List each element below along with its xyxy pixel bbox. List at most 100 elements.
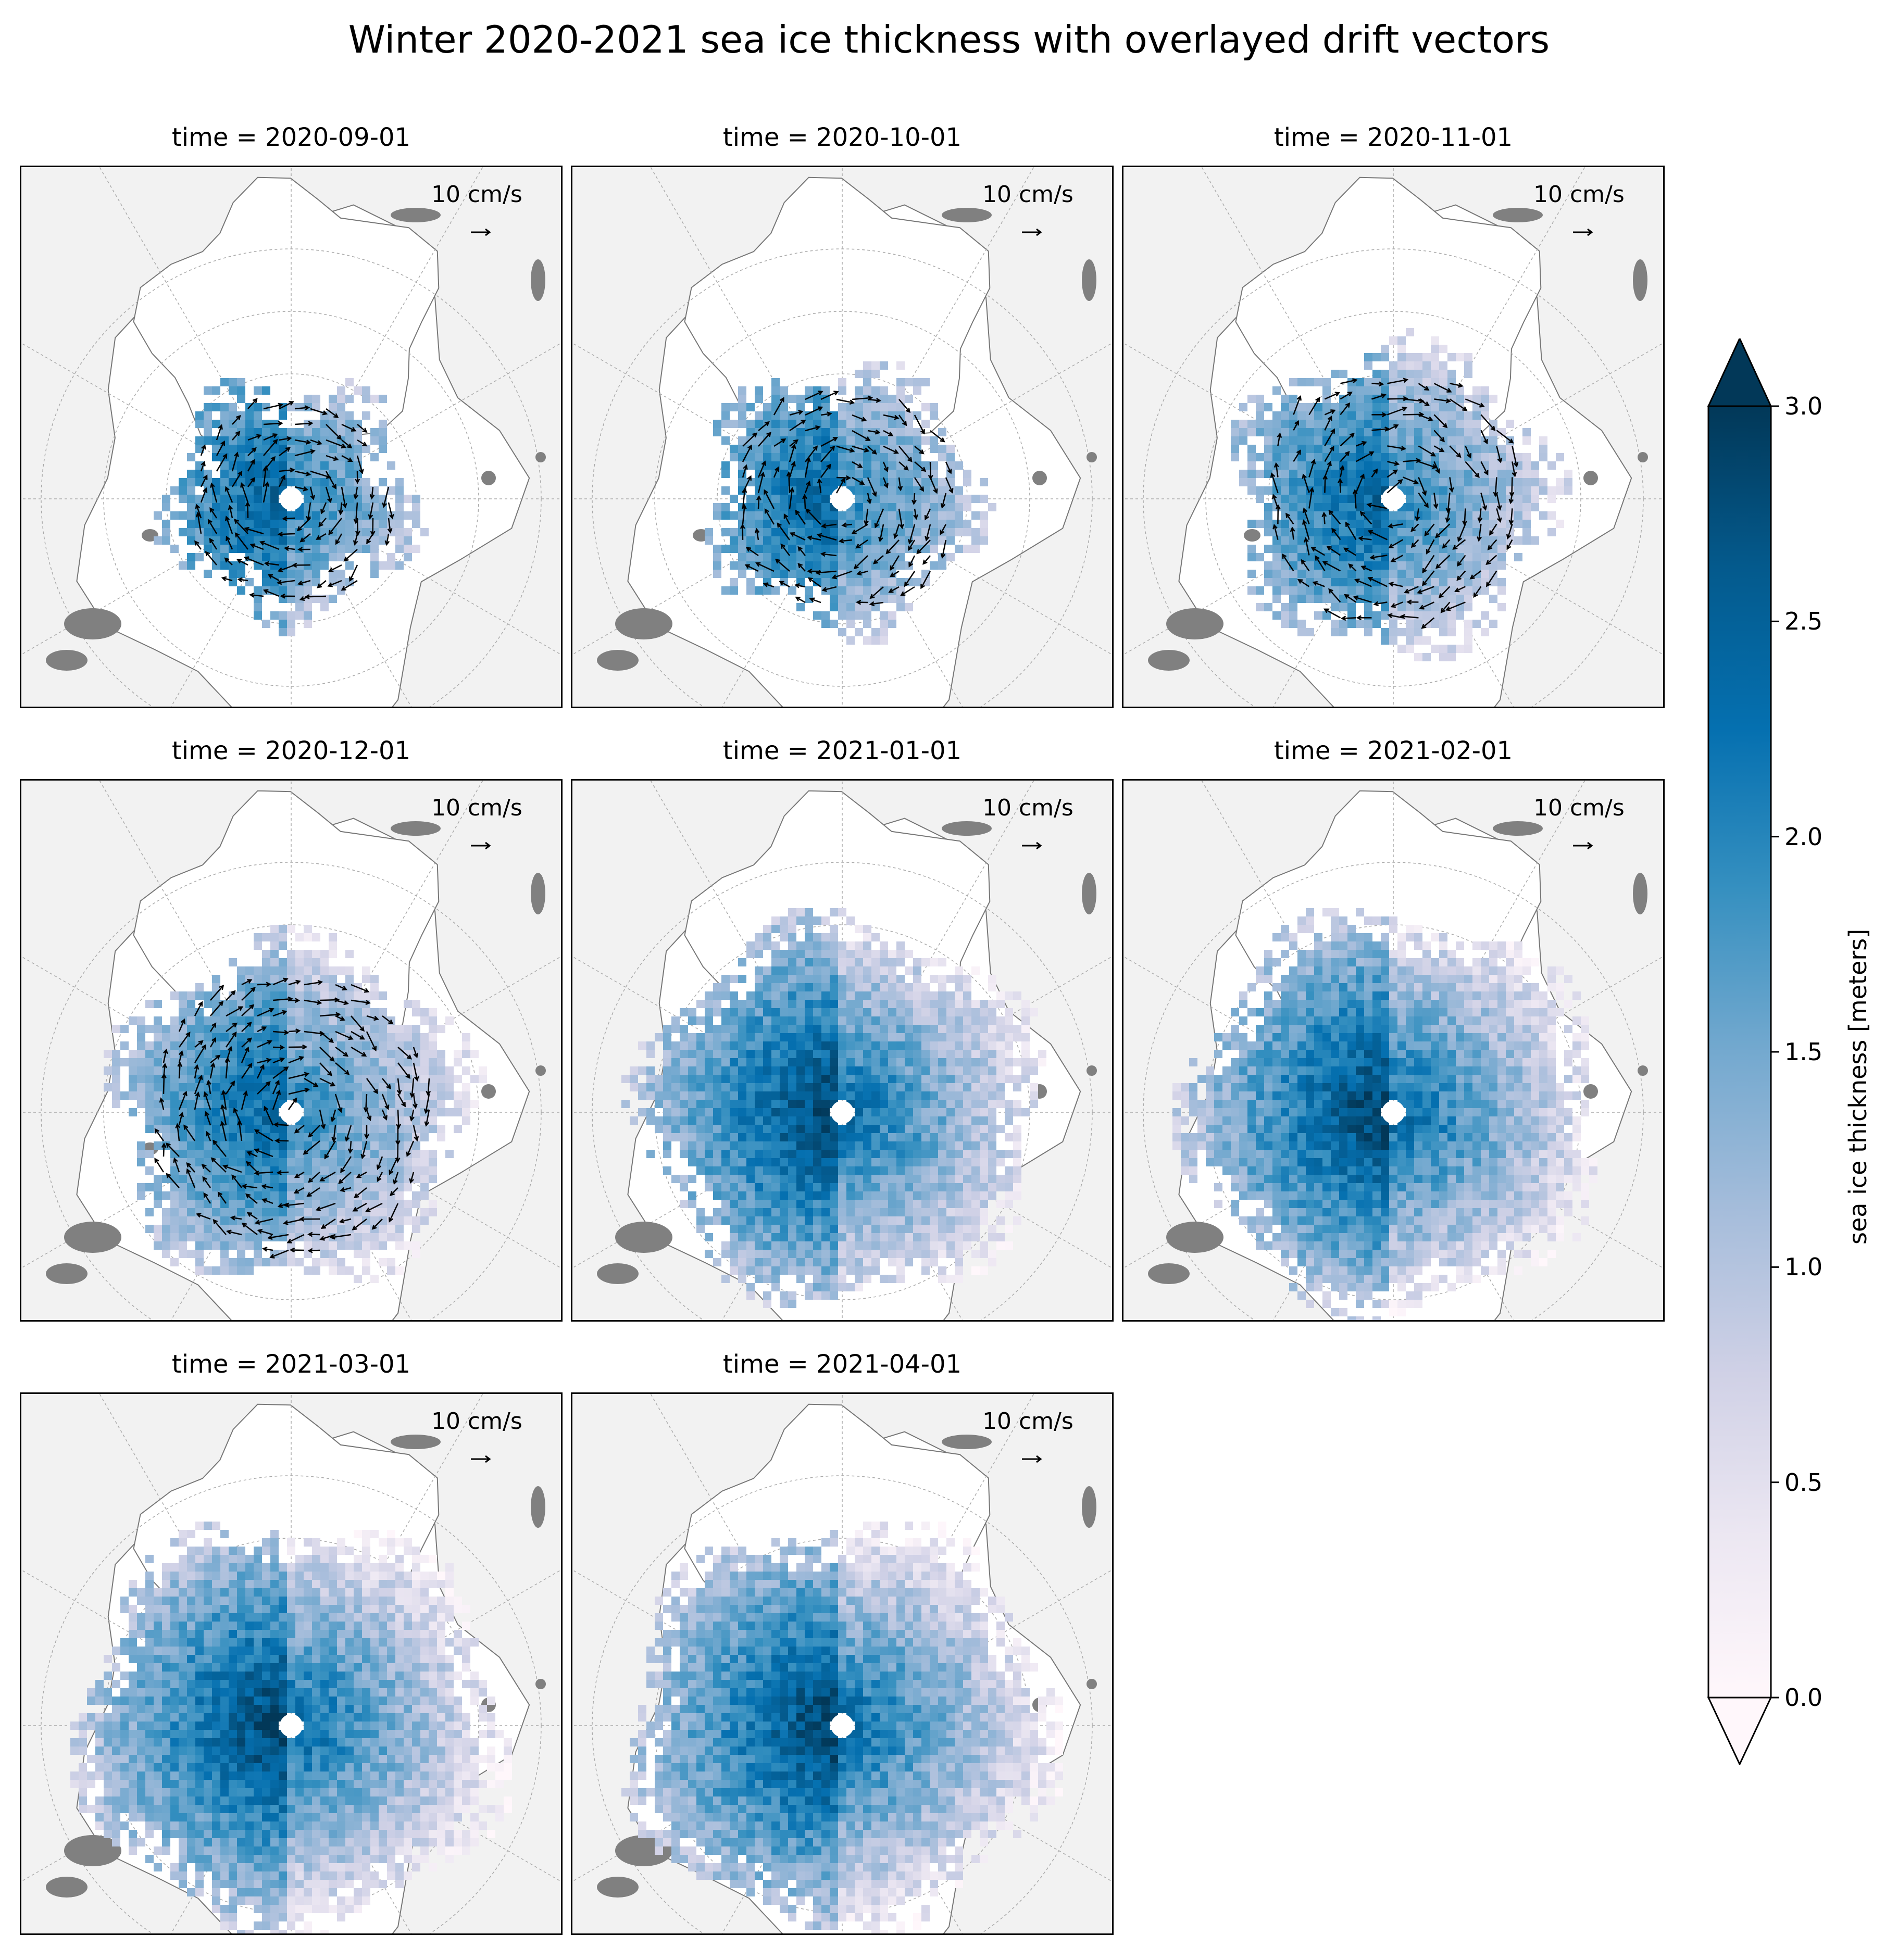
- ice-cell: [262, 1258, 270, 1266]
- drift-vector: [351, 999, 370, 1004]
- ice-cell: [863, 445, 871, 453]
- ice-cell: [362, 1241, 370, 1250]
- ice-cell: [337, 428, 345, 436]
- drift-vector-head: [413, 1103, 418, 1109]
- ice-cell: [813, 495, 821, 503]
- drift-vector-head: [1445, 398, 1452, 404]
- ice-cell: [379, 1241, 387, 1250]
- drift-vector: [397, 1047, 411, 1059]
- ice-cell: [312, 561, 320, 570]
- ice-cell: [1289, 570, 1297, 578]
- ice-cell: [245, 1133, 254, 1141]
- ice-cell: [788, 958, 796, 966]
- ice-cell: [254, 411, 262, 420]
- ice-cell: [1497, 470, 1506, 478]
- ice-cell: [780, 1000, 788, 1008]
- ice-cell: [821, 486, 830, 495]
- ice-cell: [354, 1083, 362, 1091]
- ice-cell: [462, 1100, 470, 1108]
- ice-cell: [1481, 453, 1489, 461]
- ice-cell: [1389, 386, 1397, 395]
- ice-cell: [287, 520, 295, 528]
- drift-vector: [369, 502, 374, 519]
- ice-cell: [880, 503, 888, 511]
- drift-vector: [1275, 463, 1279, 478]
- drift-vector-head: [266, 982, 271, 987]
- drift-vector: [320, 502, 327, 514]
- drift-vector: [186, 1169, 196, 1188]
- drift-vector: [898, 414, 907, 426]
- ice-cell: [1364, 445, 1372, 453]
- ice-cell: [287, 536, 295, 545]
- ice-cell: [980, 478, 988, 486]
- ice-cell: [855, 958, 863, 966]
- ice-cell: [404, 495, 412, 503]
- drift-vector: [366, 1015, 378, 1020]
- ice-cell: [329, 966, 337, 975]
- ice-cell: [1331, 536, 1339, 545]
- drift-vector-head: [211, 1037, 216, 1042]
- ice-cell: [237, 1208, 245, 1216]
- ice-cell: [1256, 603, 1264, 611]
- drift-vector-head: [813, 445, 818, 451]
- drift-vector: [351, 1031, 365, 1040]
- map-panel: 10 cm/s: [1122, 166, 1665, 708]
- ice-cell: [830, 941, 838, 950]
- ice-cell: [1347, 478, 1356, 486]
- ice-cell: [1439, 611, 1447, 620]
- drift-vector-head: [1331, 527, 1337, 533]
- ice-cell: [1364, 603, 1372, 611]
- ice-cell: [780, 570, 788, 578]
- ice-cell: [254, 941, 262, 950]
- ice-cell: [387, 461, 395, 470]
- ice-cell: [279, 536, 287, 545]
- ice-cell: [145, 1208, 154, 1216]
- ice-cell: [730, 511, 738, 520]
- drift-vector: [263, 1199, 273, 1204]
- ice-cell: [838, 436, 846, 445]
- ice-cell: [1306, 453, 1314, 461]
- ice-cell: [104, 1066, 112, 1075]
- ice-cell: [1289, 611, 1297, 620]
- ice-cell: [120, 1058, 129, 1066]
- ice-cell: [830, 908, 838, 916]
- drift-vector: [781, 544, 791, 556]
- ice-cell: [262, 1125, 270, 1133]
- drift-vector-head: [205, 551, 210, 557]
- ice-cell: [329, 403, 337, 411]
- ice-cell: [395, 1208, 404, 1216]
- drift-vector: [335, 1031, 353, 1040]
- drift-vector: [194, 1092, 199, 1110]
- drift-vector-head: [347, 1148, 353, 1154]
- ice-cell: [1414, 553, 1422, 561]
- ice-cell: [755, 520, 763, 528]
- ice-cell: [279, 1033, 287, 1041]
- drift-vector: [294, 422, 313, 425]
- drift-vector: [1480, 430, 1488, 444]
- ice-cell: [370, 1058, 379, 1066]
- ice-cell: [195, 1108, 204, 1116]
- ice-cell: [154, 536, 162, 545]
- ice-cell: [212, 553, 220, 561]
- ice-cell: [395, 1041, 404, 1050]
- ice-cell: [212, 1150, 220, 1158]
- ice-cell: [345, 1100, 354, 1108]
- ice-cell: [863, 991, 871, 1000]
- ice-cell: [855, 628, 863, 636]
- ice-cell: [1489, 595, 1497, 603]
- quiver-key-label: 10 cm/s: [431, 181, 522, 208]
- ice-cell: [1381, 453, 1389, 461]
- ice-cell: [262, 1075, 270, 1083]
- drift-vector-head: [307, 1248, 313, 1253]
- ice-cell: [345, 428, 354, 436]
- drift-vector: [383, 486, 390, 507]
- ice-cell: [404, 536, 412, 545]
- ice-cell: [938, 983, 946, 991]
- drift-vector-head: [817, 478, 822, 484]
- ice-cell: [237, 586, 245, 595]
- drift-vector-head: [802, 494, 807, 499]
- ice-cell: [1464, 603, 1472, 611]
- ice-cell: [905, 445, 913, 453]
- ice-cell: [345, 1008, 354, 1016]
- ice-cell: [270, 950, 279, 958]
